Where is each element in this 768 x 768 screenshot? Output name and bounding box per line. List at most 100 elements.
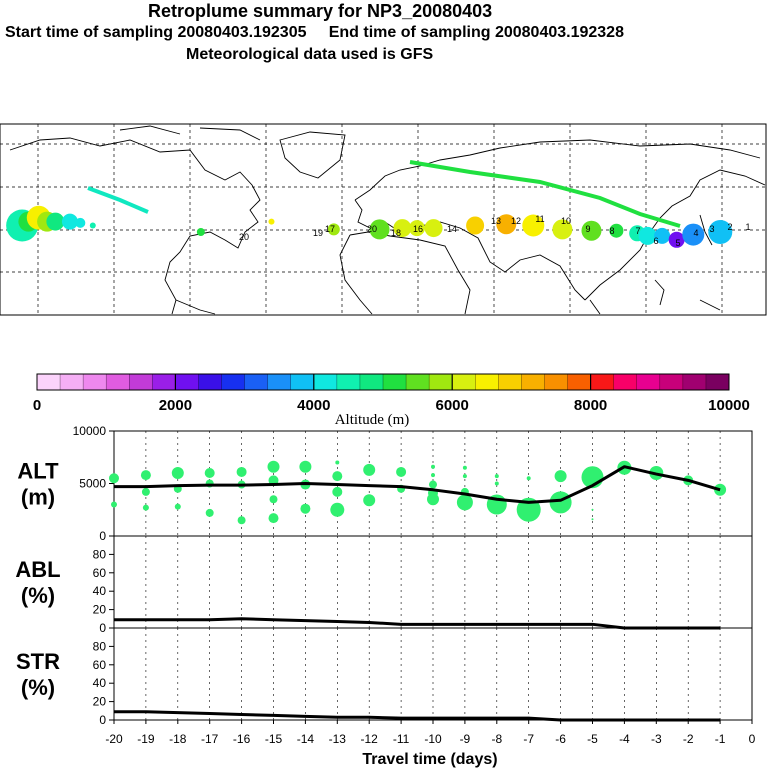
plume-marker bbox=[668, 231, 685, 248]
altitude-bubble bbox=[237, 516, 246, 525]
y-tick-label: 0 bbox=[99, 713, 106, 727]
colorbar-tick-label: 2000 bbox=[159, 397, 192, 414]
x-tick-label: -9 bbox=[460, 732, 471, 746]
altitude-bubble bbox=[174, 503, 181, 510]
colorbar-dividers bbox=[59, 374, 707, 390]
colorbar-swatch bbox=[452, 374, 476, 390]
altitude-bubble bbox=[236, 466, 247, 477]
plume-day-labels: 20 19 17 20 18 16 14 13 12 11 10 9 8 7 6 5 4 3 2 1 bbox=[239, 214, 751, 248]
x-tick-label: -6 bbox=[555, 732, 566, 746]
y-tick-label: 40 bbox=[93, 676, 107, 690]
y-tick-label: 10000 bbox=[73, 424, 107, 438]
colorbar-swatch bbox=[221, 374, 246, 390]
x-tick-label: -19 bbox=[137, 732, 155, 746]
panel-abl: 80 60 40 20 0 ABL(%) bbox=[15, 535, 753, 635]
x-tick-label: -5 bbox=[587, 732, 598, 746]
x-tick-label: -10 bbox=[424, 732, 442, 746]
altitude-bubble bbox=[363, 494, 376, 507]
altitude-bubble bbox=[299, 460, 312, 473]
coast-eurasia-south bbox=[354, 199, 586, 301]
altitude-bubble bbox=[109, 473, 119, 484]
colorbar-swatch bbox=[705, 374, 730, 390]
plume-day-label: 2 bbox=[727, 222, 732, 232]
plume-streak-asia bbox=[409, 160, 681, 228]
colorbar-swatch bbox=[475, 374, 499, 390]
colorbar-tick-label: 4000 bbox=[297, 397, 330, 414]
plume-marker bbox=[327, 223, 340, 236]
y-tick-label: 60 bbox=[93, 658, 107, 672]
colorbar-swatch bbox=[429, 374, 453, 390]
plume-markers bbox=[6, 160, 733, 248]
altitude-bubble bbox=[554, 470, 567, 483]
x-axis-label: Travel time (days) bbox=[362, 751, 497, 768]
plume-marker bbox=[496, 214, 517, 235]
plume-day-label: 19 bbox=[313, 228, 323, 238]
plume-day-label: 18 bbox=[391, 228, 401, 238]
coast-arctic-islands bbox=[119, 125, 261, 141]
colorbar-tick-labels: 0 2000 4000 6000 8000 10000 bbox=[33, 397, 750, 414]
altitude-bubble bbox=[494, 481, 499, 486]
altitude-bubble bbox=[205, 508, 214, 517]
plume-marker bbox=[196, 228, 205, 236]
plume-day-label: 3 bbox=[709, 224, 714, 234]
x-tick-label: -15 bbox=[265, 732, 283, 746]
meteorology-note: Meteorological data used is GFS bbox=[186, 46, 434, 63]
x-tick-label: -11 bbox=[393, 732, 410, 746]
colorbar-swatch bbox=[544, 374, 569, 390]
colorbar-tick-label: 8000 bbox=[574, 397, 607, 414]
plume-day-label: 12 bbox=[511, 216, 521, 226]
colorbar-swatch bbox=[37, 374, 61, 390]
altitude-bubble bbox=[363, 463, 376, 476]
plume-marker bbox=[369, 219, 390, 240]
y-tick-label: 0 bbox=[99, 529, 106, 543]
plume-streak-pacific bbox=[87, 186, 149, 214]
plume-marker bbox=[46, 212, 65, 231]
colorbar-swatch bbox=[267, 374, 292, 390]
panel-label: STR bbox=[16, 649, 60, 674]
colorbar-swatch bbox=[290, 374, 315, 390]
panel-label: ABL bbox=[15, 557, 60, 582]
colorbar-swatch bbox=[336, 374, 361, 390]
plume-day-label: 16 bbox=[413, 224, 423, 234]
series-line-alt bbox=[114, 465, 721, 504]
altitude-bubble bbox=[431, 464, 435, 469]
x-tick-label: -12 bbox=[361, 732, 379, 746]
colorbar-swatch bbox=[129, 374, 153, 390]
colorbar-swatch bbox=[83, 374, 107, 390]
altitude-bubble bbox=[462, 474, 467, 479]
coast-islands bbox=[589, 299, 721, 315]
altitude-bubble bbox=[141, 487, 150, 496]
colorbar-swatch bbox=[152, 374, 176, 390]
y-tick-label: 5000 bbox=[79, 477, 106, 491]
chart-title: Retroplume summary for NP3_20080403 bbox=[148, 1, 493, 21]
plume-marker bbox=[682, 223, 705, 246]
plume-day-label: 4 bbox=[693, 228, 698, 238]
altitude-bubble bbox=[431, 473, 435, 478]
map-frame bbox=[0, 123, 767, 316]
colorbar-swatch bbox=[313, 374, 338, 390]
x-tick-label: -7 bbox=[523, 732, 534, 746]
panel-alt: 10000 5000 0 ALT(m) bbox=[17, 424, 753, 543]
colorbar-tick-label: 6000 bbox=[436, 397, 469, 414]
coast-greenland bbox=[279, 131, 346, 179]
coast-africa-west bbox=[339, 234, 373, 315]
plume-marker bbox=[424, 219, 443, 238]
altitude-bubble bbox=[549, 491, 572, 514]
altitude-bubble bbox=[269, 495, 278, 504]
colorbar-swatch bbox=[406, 374, 430, 390]
plume-marker bbox=[522, 214, 545, 237]
panel-unit: (m) bbox=[21, 485, 55, 510]
altitude-bubble bbox=[300, 503, 311, 514]
colorbar-swatch bbox=[590, 374, 615, 390]
altitude-bubble bbox=[526, 476, 531, 481]
x-tick-label: -13 bbox=[329, 732, 347, 746]
colorbar-swatch bbox=[175, 374, 199, 390]
x-tick-label: 0 bbox=[749, 732, 756, 746]
plume-day-label: 8 bbox=[609, 226, 614, 236]
panel-unit: (%) bbox=[21, 583, 55, 608]
colorbar-tick-label: 0 bbox=[33, 397, 41, 414]
colorbar-swatch bbox=[198, 374, 223, 390]
altitude-bubble bbox=[396, 466, 407, 477]
